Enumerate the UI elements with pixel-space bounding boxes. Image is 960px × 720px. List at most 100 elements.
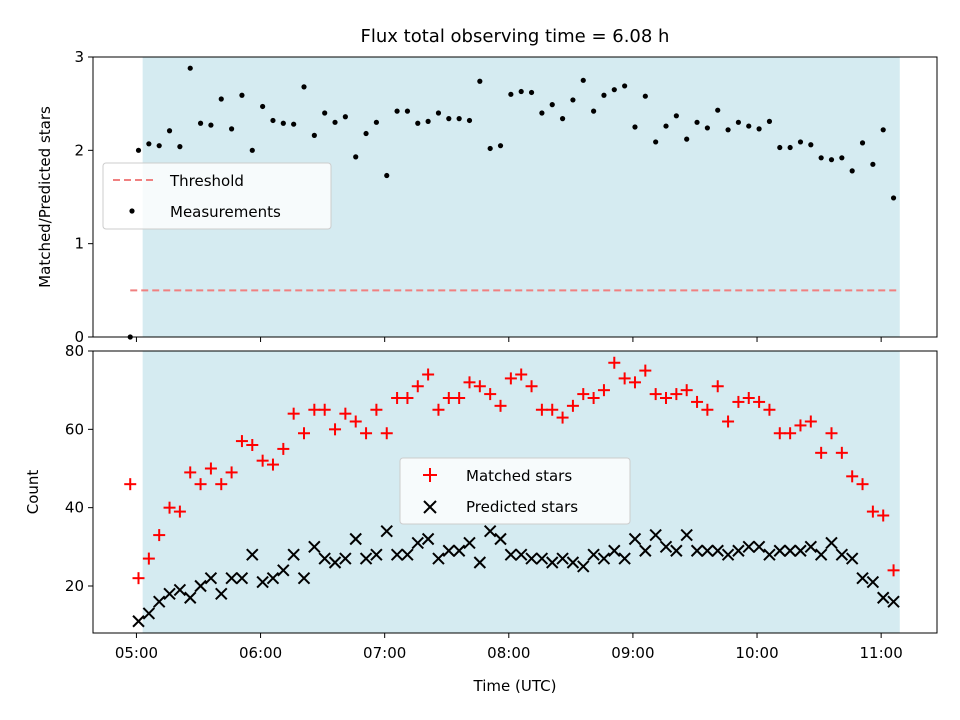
predicted-star-point [142, 607, 156, 620]
predicted-star-point [752, 540, 766, 554]
predicted-star-point [587, 548, 600, 561]
measurement-point [653, 139, 659, 145]
matched-star-point [660, 392, 673, 404]
measurement-point [663, 123, 669, 129]
predicted-star-point [380, 524, 393, 538]
measurement-point [135, 147, 142, 153]
matched-star-point [184, 466, 197, 479]
bottom-y-tick-label: 80 [65, 342, 84, 360]
bottom-x-tick-label: 09:00 [611, 644, 654, 662]
matched-star-point [380, 427, 393, 440]
bottom-legend: Matched stars Predicted stars [399, 457, 631, 525]
bottom-x-axis: 05:00 06:00 07:00 08:00 09:00 10:00 11:00 [115, 633, 903, 662]
measurement-point [156, 143, 162, 149]
matched-star-point [732, 395, 745, 408]
predicted-star-point [287, 548, 300, 561]
measurement-point [384, 172, 390, 179]
measurement-point [177, 144, 183, 150]
measurement-point [818, 155, 824, 161]
measurement-point [332, 119, 338, 125]
measurement-point [870, 161, 876, 167]
measurement-point [694, 119, 700, 125]
measurement-point [642, 93, 648, 99]
predicted-star-point [463, 536, 476, 550]
measurement-point [166, 128, 173, 134]
predicted-star-point [246, 548, 259, 561]
matched-star-point [132, 572, 145, 585]
predicted-star-point [349, 532, 362, 546]
measurement-point [797, 139, 804, 145]
measurement-point [353, 154, 359, 160]
predicted-stars-points [132, 524, 900, 628]
matched-star-point [680, 384, 693, 397]
matched-star-point [504, 372, 517, 385]
measurement-point [580, 77, 586, 83]
predicted-star-point [318, 552, 331, 565]
matched-star-point [463, 376, 476, 389]
matched-star-point [670, 388, 683, 401]
predicted-star-point [845, 552, 859, 565]
matched-star-point [484, 388, 497, 401]
legend-measurements-label: Measurements [170, 203, 281, 221]
measurement-point [828, 157, 835, 163]
matched-star-point [866, 505, 879, 518]
matched-star-point [887, 564, 900, 577]
predicted-star-point [711, 544, 724, 557]
predicted-star-point [546, 556, 559, 569]
matched-star-point [349, 415, 362, 428]
predicted-star-point [628, 532, 642, 546]
matched-star-point [742, 392, 755, 404]
matched-star-point [804, 415, 817, 428]
measurement-point [228, 126, 235, 132]
predicted-star-point [877, 591, 890, 604]
matched-star-point [124, 478, 137, 491]
measurement-point [735, 119, 742, 125]
predicted-star-point [277, 564, 290, 577]
measurement-point [394, 108, 400, 114]
matched-star-point [566, 399, 579, 412]
measurement-point [466, 117, 473, 124]
measurement-point [839, 155, 845, 161]
predicted-star-point [225, 571, 238, 585]
measurement-point [270, 117, 276, 124]
measurement-point [518, 88, 524, 95]
measurement-point [622, 83, 628, 89]
measurement-point [477, 78, 483, 84]
measurement-point [301, 84, 307, 90]
predicted-star-point [483, 524, 497, 538]
matched-star-point [711, 380, 724, 393]
predicted-star-point [742, 540, 755, 554]
matched-star-point [370, 403, 383, 416]
measurement-point [260, 103, 266, 110]
matched-star-point [877, 509, 890, 522]
matched-star-point [546, 403, 559, 416]
matched-star-point [628, 376, 641, 389]
measurement-point [570, 97, 576, 103]
predicted-star-point [204, 571, 218, 585]
measurement-point [559, 116, 566, 122]
bottom-ylabel: Count [24, 470, 42, 515]
matched-star-point [701, 403, 714, 416]
measurement-point [425, 118, 431, 124]
predicted-star-point [390, 548, 404, 561]
matched-star-point [298, 427, 310, 440]
predicted-star-point [442, 544, 456, 557]
top-panel: 0 1 2 3 Matched/Predicted stars Threshold M… [36, 48, 938, 346]
top-ylabel: Matched/Predicted stars [36, 106, 54, 288]
bottom-x-tick-label: 10:00 [735, 644, 778, 662]
measurement-point [715, 107, 721, 113]
matched-star-point [784, 427, 797, 440]
legend-predicted-label: Predicted stars [466, 498, 578, 516]
top-y-axis: 0 1 2 3 [74, 48, 93, 346]
measurement-point [435, 110, 442, 116]
predicted-star-point [887, 595, 900, 608]
matched-star-point [411, 380, 424, 393]
measurement-point [808, 142, 814, 148]
measurement-point [322, 110, 328, 116]
measurement-point [404, 108, 411, 114]
predicted-star-point [577, 560, 590, 573]
matched-star-point [215, 478, 228, 491]
predicted-star-point [308, 540, 321, 554]
measurement-point [342, 114, 348, 120]
